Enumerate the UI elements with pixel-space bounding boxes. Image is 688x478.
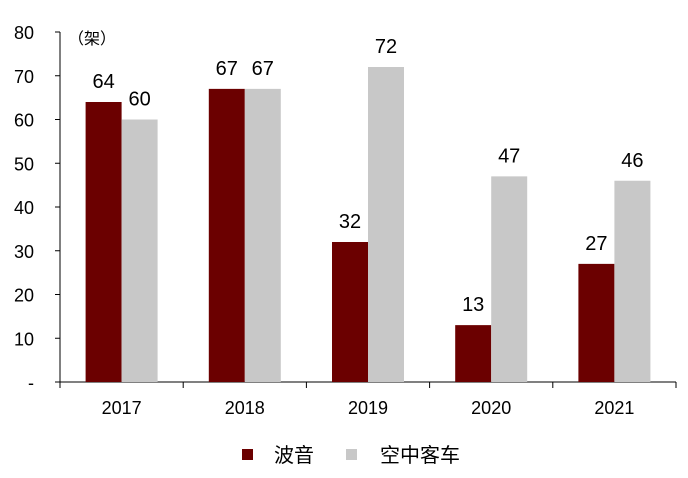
bar — [244, 88, 281, 382]
data-label: 47 — [498, 145, 520, 167]
bars — [85, 67, 651, 382]
x-tick-label: 2019 — [348, 398, 388, 418]
x-tick-label: 2017 — [102, 398, 142, 418]
legend-swatch — [346, 449, 357, 460]
legend-label: 空中客车 — [380, 443, 460, 467]
y-tick-label: 10 — [14, 329, 34, 349]
bar — [455, 325, 492, 382]
bar — [368, 67, 404, 382]
legend-swatch — [242, 449, 253, 460]
y-tick-label: 70 — [14, 67, 34, 87]
bar — [85, 102, 122, 382]
x-tick-label: 2020 — [471, 398, 511, 418]
y-tick-label: 80 — [14, 23, 34, 43]
y-tick-label: 50 — [14, 154, 34, 174]
bar — [332, 242, 368, 382]
bar — [578, 263, 615, 382]
x-axis: 2017 2018 2019 2020 2021 — [59, 381, 677, 418]
y-axis: - 10 20 30 40 50 60 70 80 — [14, 23, 61, 393]
bar — [491, 176, 528, 382]
data-label: 72 — [375, 36, 397, 58]
data-label: 67 — [216, 58, 238, 80]
y-tick-label: 40 — [14, 198, 34, 218]
data-labels: 64 67 32 13 27 60 67 72 47 46 — [92, 36, 643, 316]
x-tick-label: 2021 — [594, 398, 634, 418]
y-tick-label: 30 — [14, 242, 34, 262]
data-label: 67 — [252, 58, 274, 80]
y-unit-label: （架） — [68, 29, 116, 48]
x-tick-label: 2018 — [225, 398, 265, 418]
data-label: 27 — [585, 233, 607, 255]
y-tick-label: 20 — [14, 286, 34, 306]
data-label: 46 — [621, 150, 643, 172]
data-label: 64 — [92, 71, 114, 93]
data-label: 13 — [462, 294, 484, 316]
legend-label: 波音 — [274, 443, 314, 467]
legend: 波音 空中客车 — [242, 443, 460, 467]
bar — [121, 119, 158, 382]
data-label: 32 — [339, 211, 361, 233]
bar — [208, 88, 245, 382]
data-label: 60 — [128, 89, 150, 111]
bar — [614, 180, 651, 382]
y-tick-label: 60 — [14, 111, 34, 131]
y-tick-label: - — [28, 373, 34, 393]
